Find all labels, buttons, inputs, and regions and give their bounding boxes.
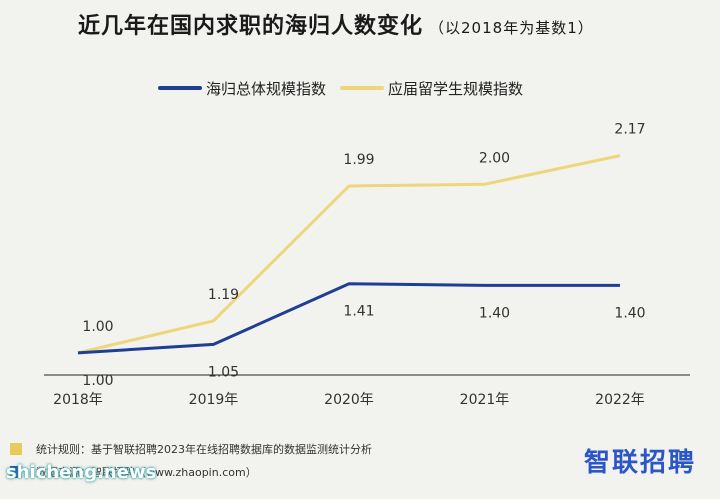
- x-tick-label: 2019年: [189, 392, 239, 408]
- x-tick-label: 2022年: [595, 392, 645, 408]
- data-label: 1.00: [82, 373, 113, 389]
- data-label: 1.19: [208, 287, 239, 303]
- legend-label: 海归总体规模指数: [206, 80, 326, 98]
- footer-source: 数据来源：智联招聘（www.zhaopin.com）: [10, 464, 257, 480]
- legend-label: 应届留学生规模指数: [388, 80, 523, 98]
- x-tick-label: 2018年: [53, 392, 103, 408]
- source-text: 数据来源：智联招聘（www.zhaopin.com）: [36, 466, 257, 479]
- series-line: [77, 154, 621, 355]
- x-tick-label: 2021年: [460, 392, 510, 408]
- data-label: 2.00: [479, 150, 510, 166]
- data-label: 1.00: [82, 319, 113, 335]
- title-main: 近几年在国内求职的海归人数变化: [78, 14, 424, 39]
- rule-text: 统计规则：基于智联招聘2023年在线招聘数据库的数据监测统计分析: [36, 443, 372, 456]
- data-label: 1.05: [208, 364, 239, 380]
- x-tick-label: 2020年: [324, 392, 374, 408]
- source-swatch: [10, 466, 22, 478]
- chart-title: 近几年在国内求职的海归人数变化 （以2018年为基数1）: [78, 8, 594, 40]
- data-label: 1.99: [343, 152, 374, 168]
- data-label: 2.17: [614, 122, 645, 138]
- data-label: 1.40: [479, 305, 510, 321]
- title-subtitle: （以2018年为基数1）: [429, 19, 594, 37]
- watermark: shicheng.news: [6, 462, 157, 483]
- data-label: 1.41: [343, 304, 374, 320]
- rule-swatch: [10, 443, 22, 455]
- data-label: 1.40: [614, 305, 645, 321]
- zhaopin-logo: 智联招聘: [583, 448, 696, 478]
- footer-rule: 统计规则：基于智联招聘2023年在线招聘数据库的数据监测统计分析: [10, 441, 372, 457]
